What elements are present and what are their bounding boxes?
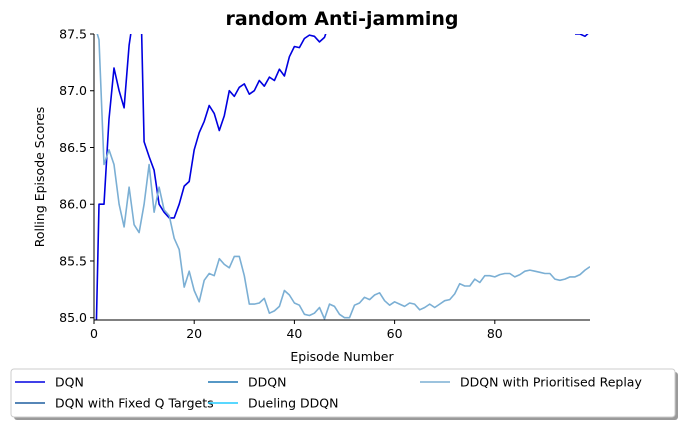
axes [93,34,590,321]
x-tick-label: 40 [286,326,302,341]
ticks: 0 20 40 60 80 85.0 85.5 86.0 86.5 87.0 87.5 [59,27,503,342]
y-tick-label: 87.0 [59,83,87,98]
x-tick-label: 20 [186,326,202,341]
y-tick-label: 87.5 [59,27,87,42]
chart-title: random Anti-jamming [225,8,458,30]
legend-label: DDQN [248,375,286,390]
legend-label: DQN [55,375,84,390]
y-axis-label: Rolling Episode Scores [32,107,47,248]
y-tick-label: 86.5 [59,140,87,155]
y-tick-label: 86.0 [59,197,87,212]
series-line-0 [575,34,589,38]
legend-label: DQN with Fixed Q Targets [55,396,214,411]
x-tick-label: 0 [90,326,98,341]
x-axis-label: Episode Number [290,349,394,364]
y-tick-label: 85.0 [59,310,87,325]
legend-frame [10,368,676,418]
series-line-0 [95,34,327,320]
x-tick-label: 60 [387,326,403,341]
legend: DQN DQN with Fixed Q Targets DDQN Dueling D… [10,368,678,420]
series-line-4 [96,34,590,320]
y-tick-label: 85.5 [59,253,87,268]
legend-label: Dueling DDQN [248,396,338,411]
series-layer [95,34,590,320]
legend-label: DDQN with Prioritised Replay [460,375,642,390]
x-tick-label: 80 [487,326,503,341]
